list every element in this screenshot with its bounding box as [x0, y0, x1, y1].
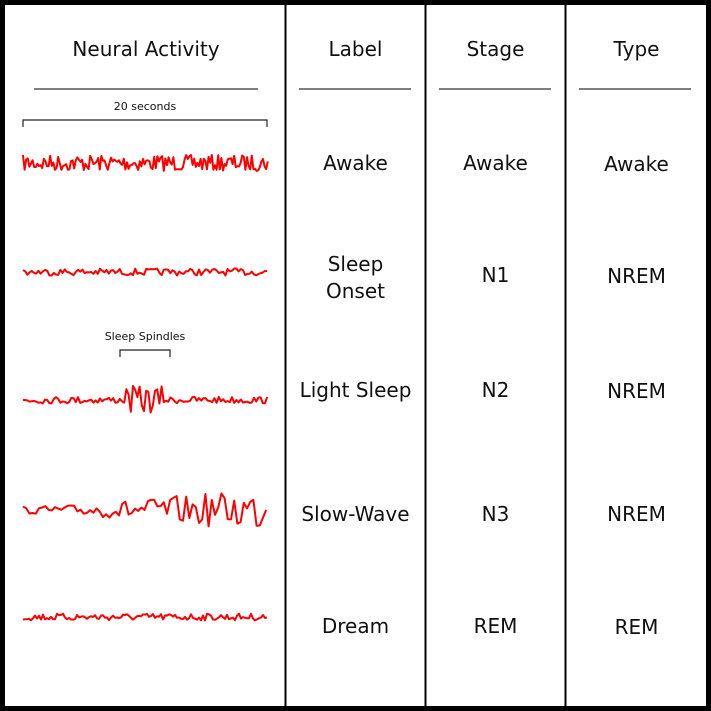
row-label: Dream — [321, 614, 390, 638]
row-type: Awake — [604, 152, 669, 176]
header-label: Label — [328, 37, 383, 61]
header-type: Type — [613, 37, 660, 61]
row-stage: REM — [473, 614, 518, 638]
row-stage: N1 — [481, 263, 510, 287]
row-label: Slow-Wave — [301, 502, 410, 526]
row-type: NREM — [607, 264, 666, 288]
eeg-trace-sleep-onset — [22, 267, 268, 277]
header-neural-activity: Neural Activity — [72, 37, 220, 61]
row-label: Sleep Onset — [326, 252, 385, 303]
eeg-trace-dream — [22, 612, 268, 622]
row-type: NREM — [607, 379, 666, 403]
eeg-trace-slow-wave — [22, 492, 268, 528]
row-stage: Awake — [463, 151, 528, 175]
spindles-bracket — [119, 349, 171, 357]
header-stage: Stage — [466, 37, 525, 61]
row-label: Awake — [323, 151, 388, 175]
spindles-label: Sleep Spindles — [104, 330, 186, 343]
eeg-trace-awake — [22, 154, 269, 172]
row-stage: N2 — [481, 378, 510, 402]
row-label: Light Sleep — [299, 378, 412, 402]
time-scale-label: 20 seconds — [113, 100, 177, 113]
row-type: NREM — [607, 502, 666, 526]
row-stage: N3 — [481, 502, 510, 526]
time-scale-bracket — [22, 119, 268, 127]
row-type: REM — [614, 615, 659, 639]
eeg-trace-light-sleep — [23, 385, 269, 414]
